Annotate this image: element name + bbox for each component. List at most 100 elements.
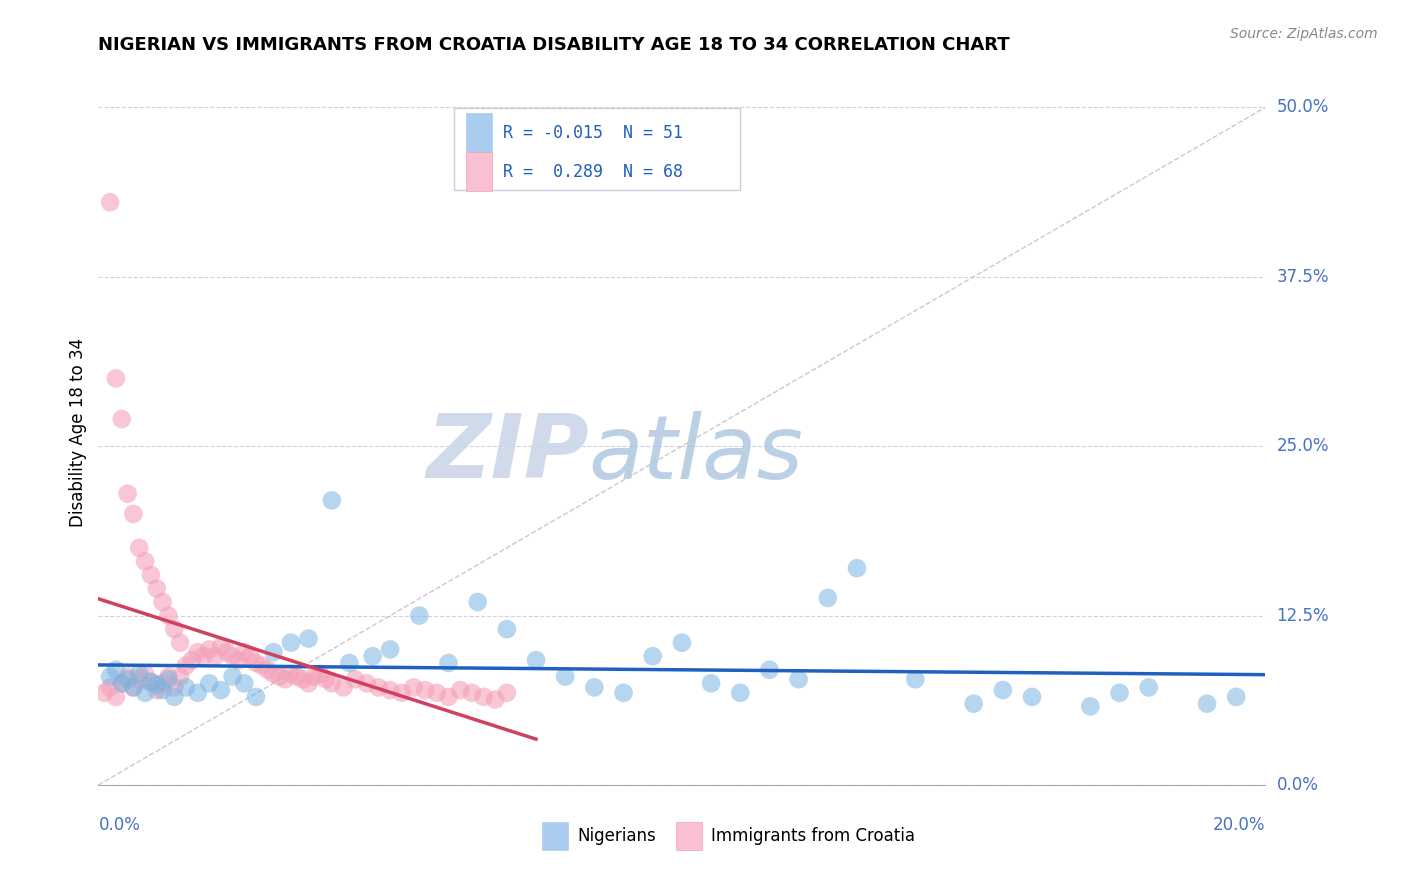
Point xyxy=(157,669,180,683)
Point xyxy=(437,690,460,704)
Point xyxy=(193,649,215,664)
Point xyxy=(187,645,209,659)
Point xyxy=(408,608,430,623)
Point xyxy=(198,676,221,690)
Point xyxy=(285,669,308,683)
Point xyxy=(641,649,664,664)
Point xyxy=(146,582,169,596)
Point xyxy=(274,673,297,687)
Point xyxy=(262,666,284,681)
Point xyxy=(139,675,162,690)
Text: 37.5%: 37.5% xyxy=(1277,268,1329,285)
Point xyxy=(472,690,495,704)
Text: Nigerians: Nigerians xyxy=(576,827,655,845)
Point xyxy=(449,683,471,698)
Point xyxy=(402,681,425,695)
Point xyxy=(361,649,384,664)
Point xyxy=(437,656,460,670)
Point xyxy=(98,669,121,683)
Point xyxy=(250,658,273,673)
Point xyxy=(297,632,319,646)
Point xyxy=(122,681,145,695)
Point xyxy=(262,645,284,659)
Point xyxy=(152,683,174,698)
Text: R = -0.015  N = 51: R = -0.015 N = 51 xyxy=(503,124,683,142)
Point xyxy=(174,681,197,695)
Text: 50.0%: 50.0% xyxy=(1277,98,1329,116)
Text: Source: ZipAtlas.com: Source: ZipAtlas.com xyxy=(1230,27,1378,41)
Point xyxy=(117,673,139,687)
Point xyxy=(139,675,162,690)
Point xyxy=(111,676,134,690)
Point xyxy=(169,669,191,683)
Point xyxy=(321,493,343,508)
Point xyxy=(169,635,191,649)
FancyBboxPatch shape xyxy=(541,822,568,850)
Point xyxy=(128,666,150,681)
Point xyxy=(1225,690,1247,704)
Text: R =  0.289  N = 68: R = 0.289 N = 68 xyxy=(503,162,683,181)
Point xyxy=(496,622,519,636)
Point xyxy=(787,673,810,687)
Point xyxy=(554,669,576,683)
Point xyxy=(134,554,156,568)
Point xyxy=(1021,690,1043,704)
Point xyxy=(245,656,267,670)
Point xyxy=(356,676,378,690)
Point xyxy=(163,681,186,695)
Point xyxy=(380,683,402,698)
Text: 25.0%: 25.0% xyxy=(1277,437,1329,455)
Point xyxy=(117,669,139,683)
Point xyxy=(209,640,232,654)
Point xyxy=(134,666,156,681)
Point xyxy=(671,635,693,649)
Point xyxy=(228,653,250,667)
Point xyxy=(152,676,174,690)
Point xyxy=(117,486,139,500)
Point xyxy=(321,676,343,690)
Point xyxy=(139,568,162,582)
FancyBboxPatch shape xyxy=(465,153,492,191)
Point xyxy=(111,676,134,690)
FancyBboxPatch shape xyxy=(676,822,702,850)
Point xyxy=(846,561,869,575)
Point xyxy=(1195,697,1218,711)
Point xyxy=(111,412,134,426)
Point xyxy=(256,663,278,677)
Point xyxy=(180,653,202,667)
Point xyxy=(583,681,606,695)
Point xyxy=(962,697,984,711)
Point xyxy=(758,663,780,677)
Point xyxy=(1137,681,1160,695)
FancyBboxPatch shape xyxy=(454,109,741,189)
Point xyxy=(221,669,243,683)
Point xyxy=(291,673,314,687)
Text: 20.0%: 20.0% xyxy=(1213,815,1265,833)
Point xyxy=(122,507,145,521)
Point xyxy=(413,683,436,698)
Point xyxy=(157,608,180,623)
Point xyxy=(315,673,337,687)
Point xyxy=(1108,686,1130,700)
Point xyxy=(239,649,262,664)
Point xyxy=(104,371,127,385)
Point xyxy=(134,686,156,700)
Point xyxy=(209,683,232,698)
Point xyxy=(204,649,226,664)
Point xyxy=(198,642,221,657)
Point xyxy=(122,681,145,695)
Point xyxy=(1080,699,1102,714)
Point xyxy=(991,683,1014,698)
Point xyxy=(467,595,489,609)
Point xyxy=(157,673,180,687)
Point xyxy=(104,690,127,704)
Point xyxy=(104,663,127,677)
FancyBboxPatch shape xyxy=(465,113,492,153)
Point xyxy=(304,669,326,683)
Point xyxy=(496,686,519,700)
Point xyxy=(309,666,332,681)
Point xyxy=(730,686,752,700)
Point xyxy=(98,195,121,210)
Point xyxy=(904,673,927,687)
Text: Immigrants from Croatia: Immigrants from Croatia xyxy=(711,827,915,845)
